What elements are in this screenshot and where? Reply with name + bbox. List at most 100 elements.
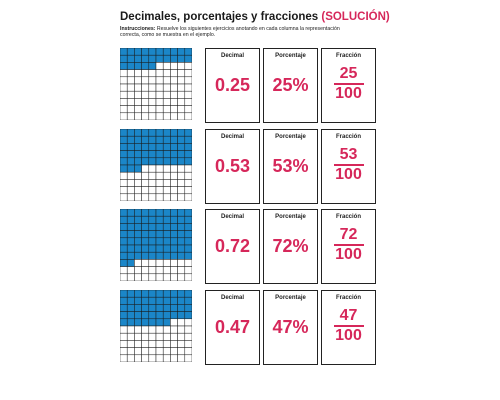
fraction-label: Fracción <box>335 53 361 59</box>
grid-cell-filled <box>177 129 186 137</box>
decimal-label: Decimal <box>220 295 244 301</box>
percent-card: Porcentaje 53% <box>263 129 318 204</box>
grid-cell-empty <box>134 332 142 341</box>
grid-cell-filled <box>177 230 186 239</box>
percent-value: 25% <box>272 75 309 95</box>
grid-cell-empty <box>184 347 192 356</box>
grid-cell-filled <box>155 290 164 298</box>
grid-cell-filled <box>162 157 171 166</box>
grid-cell-empty <box>120 112 128 120</box>
grid-cell-filled <box>177 311 186 320</box>
grid-cell-filled <box>170 311 178 320</box>
grid-cell-filled <box>155 237 164 246</box>
grid-cell-filled <box>126 290 135 298</box>
grid-cell-empty <box>141 171 150 180</box>
grid-cell-empty <box>170 266 178 275</box>
grid-cell-empty <box>177 76 186 85</box>
grid-cell-empty <box>148 171 157 180</box>
grid-cell-filled <box>120 129 128 137</box>
grid-cell-filled <box>170 135 178 144</box>
decimal-card: Decimal 0.53 <box>205 129 260 204</box>
grid-cell-filled <box>120 318 128 327</box>
grid-cell-filled <box>120 135 128 144</box>
grid-cell-empty <box>134 266 142 275</box>
grid-cell-empty <box>155 164 164 173</box>
grid-cell-filled <box>170 54 178 63</box>
grid-cell-filled <box>177 209 186 217</box>
grid-cell-empty <box>170 98 178 106</box>
grid-cell-empty <box>120 325 128 334</box>
grid-cell-filled <box>141 215 150 224</box>
percent-card: Porcentaje 72% <box>263 209 318 284</box>
grid-cell-empty <box>134 340 142 348</box>
grid-cell-filled <box>170 129 178 137</box>
grid-cell-empty <box>170 332 178 341</box>
decimal-label: Decimal <box>220 134 244 140</box>
percent-card: Porcentaje 47% <box>263 290 318 365</box>
grid-cell-filled <box>141 150 150 159</box>
grid-cell-filled <box>170 209 178 217</box>
grid-cell-empty <box>155 76 164 85</box>
grid-cell-empty <box>141 186 150 195</box>
grid-cell-empty <box>126 354 135 362</box>
grid-cell-filled <box>184 296 192 305</box>
grid-cell-empty <box>134 83 142 92</box>
grid-cell-filled <box>177 244 186 253</box>
grid-cell-filled <box>184 290 192 298</box>
grid-cell-filled <box>177 223 186 231</box>
instructions-label: Instrucciones: <box>120 26 156 32</box>
grid-cell-filled <box>162 48 171 56</box>
grid-cell-filled <box>120 259 128 267</box>
grid-cell-filled <box>126 135 135 144</box>
grid-cell-empty <box>184 266 192 275</box>
grid-cell-empty <box>126 325 135 334</box>
grid-cell-filled <box>148 215 157 224</box>
grid-cell-empty <box>141 332 150 341</box>
grid-cell-empty <box>120 347 128 356</box>
grid-cell-filled <box>148 304 157 312</box>
grid-cell-filled <box>184 54 192 63</box>
grid-cell-empty <box>177 259 186 267</box>
grid-cell-empty <box>126 76 135 85</box>
title-main: Decimales, porcentajes y fracciones <box>120 11 319 23</box>
percent-label: Porcentaje <box>275 134 306 140</box>
percent-card: Porcentaje 25% <box>263 48 318 123</box>
grid-cell-filled <box>162 230 171 239</box>
fraction: 72 100 <box>322 227 375 263</box>
grid-cell-empty <box>134 171 142 180</box>
grid-cell-filled <box>126 296 135 305</box>
grid-cell-empty <box>155 273 164 281</box>
grid-cell-empty <box>141 105 150 114</box>
grid-cell-filled <box>184 48 192 56</box>
grid-cell-filled <box>126 62 135 70</box>
grid-cell-filled <box>162 54 171 63</box>
grid-cell-empty <box>170 259 178 267</box>
grid-cell-empty <box>148 76 157 85</box>
grid-cell-filled <box>162 129 171 137</box>
grid-cell-filled <box>134 157 142 166</box>
grid-cell-filled <box>170 215 178 224</box>
grid-cell-filled <box>148 318 157 327</box>
grid-cell-empty <box>148 340 157 348</box>
grid-cell-empty <box>120 83 128 92</box>
grid-cell-empty <box>155 325 164 334</box>
grid-cell-empty <box>162 105 171 114</box>
grid-cell-filled <box>141 237 150 246</box>
grid-cell-empty <box>120 354 128 362</box>
grid-cell-empty <box>162 354 171 362</box>
grid-cell-filled <box>148 244 157 253</box>
hundred-grid <box>120 290 192 362</box>
grid-cell-filled <box>141 290 150 298</box>
grid-cell-empty <box>162 112 171 120</box>
grid-cell-filled <box>134 129 142 137</box>
exercise-row: Decimal 0.72 Porcentaje 72% Fracción 72 … <box>120 209 380 284</box>
grid-cell-filled <box>120 223 128 231</box>
grid-cell-empty <box>184 164 192 173</box>
grid-cell-filled <box>120 164 128 173</box>
grid-cell-empty <box>134 273 142 281</box>
grid-cell-empty <box>134 76 142 85</box>
grid-cell-empty <box>120 69 128 78</box>
instructions-text: Resuelve los siguientes ejercicios anota… <box>120 26 340 39</box>
grid-cell-empty <box>126 273 135 281</box>
grid-cell-empty <box>170 318 178 327</box>
